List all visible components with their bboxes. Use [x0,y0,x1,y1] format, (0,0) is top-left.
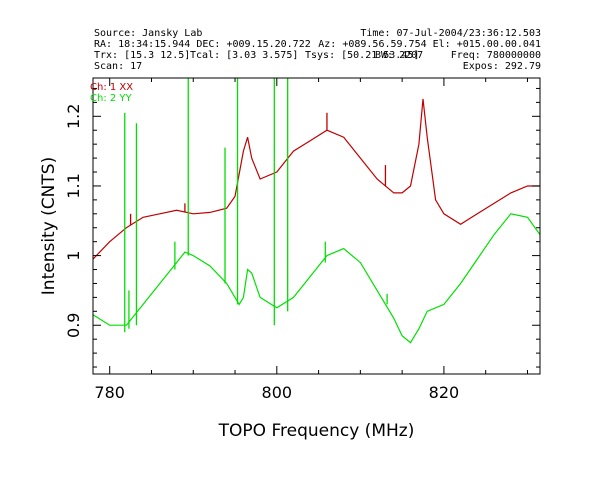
series-layer [93,78,540,344]
y-axis-label: Intensity (CNTS) [39,157,59,295]
header-time: Time: 07-Jul-2004/23:36:12.503 [360,28,541,39]
y-tick-label: 1 [64,251,83,261]
y-tick-label: 0.9 [64,313,83,338]
series-line-ch2 [93,213,540,344]
header-tcal: Tcal: [3.03 3.575] [190,50,299,61]
plot-frame [92,77,541,375]
legend-entry-ch2: Ch: 2 YY [90,93,133,104]
header-freq: Freq: 780000000 [450,50,541,61]
legend-entry-ch1: Ch: 1 XX [90,82,133,93]
header-source: Source: Jansky Lab [94,28,203,39]
tick-layer: 780 800 820 0.9 1 1.1 1.2 [64,78,540,402]
x-tick-label: 780 [94,383,125,402]
x-axis-label: TOPO Frequency (MHz) [218,421,415,441]
header-scan: Scan: 17 [94,61,143,72]
header-tsys: Tsys: [50.21 53.45] [305,50,420,61]
y-tick-label: 1.1 [64,173,83,198]
header-trx: Trx: [15.3 12.5] [94,50,191,61]
header-ra-dec: RA: 18:34:15.944 DEC: +009.15.20.722 [94,39,311,50]
header-expos: Expos: 292.79 [462,61,541,72]
header-bw: BW: 2207 [375,50,424,61]
series-line-ch1 [93,98,540,260]
y-tick-label: 1.2 [64,104,83,129]
x-tick-label: 800 [262,383,293,402]
header-az-el: Az: +089.56.59.754 El: +015.00.00.041 [318,39,541,50]
x-tick-label: 820 [429,383,460,402]
